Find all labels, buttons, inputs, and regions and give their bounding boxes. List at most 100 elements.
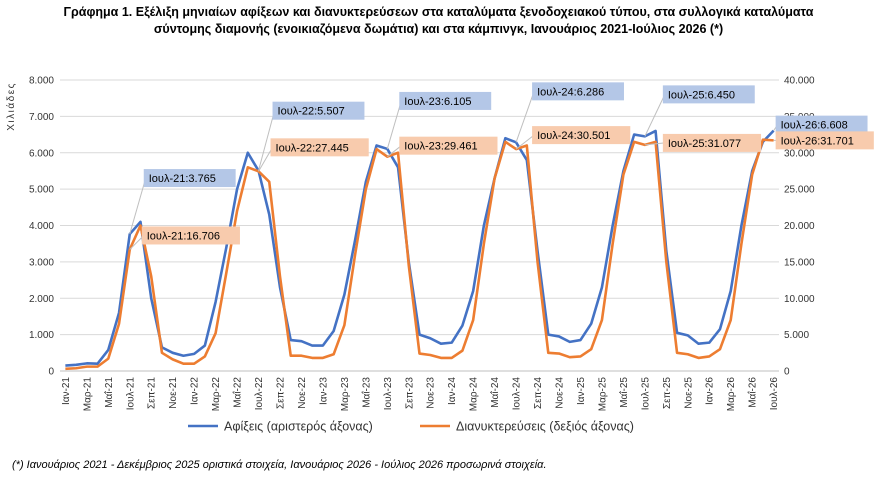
nights-data-label: Ιουλ-24:30.501 [537, 130, 610, 142]
x-tick-label: Νοε-21 [168, 377, 179, 409]
x-tick-label: Ιαν-22 [190, 377, 201, 405]
y-right-tick-label: 0 [784, 367, 790, 378]
legend: Αφίξεις (αριστερός άξονας) Διανυκτερεύσει… [188, 420, 634, 434]
x-tick-label: Μαΐ-23 [360, 377, 372, 408]
x-tick-label: Μαρ-21 [82, 377, 93, 412]
arrivals-data-label: Ιουλ-24:6.286 [537, 86, 604, 98]
arrivals-data-label: Ιουλ-21:3.765 [149, 173, 216, 185]
arrivals-data-label: Ιουλ-25:6.450 [668, 89, 735, 101]
x-tick-label: Ιαν-21 [61, 377, 72, 405]
nights-label-leader [129, 235, 145, 250]
axes: Χιλιάδες 0 1.000 2.000 3.000 4.000 5.000 6.000… [5, 76, 815, 412]
x-tick-label: Σεπ-24 [533, 377, 544, 409]
nights-data-label: Ιουλ-21:16.706 [147, 230, 220, 242]
arrivals-label-leader [644, 94, 666, 137]
arrivals-label-leader [258, 110, 276, 171]
y-left-tick-label: 0 [48, 367, 54, 378]
x-tick-label: Ιαν-24 [447, 377, 458, 405]
y-right-tick-label: 10.000 [784, 294, 815, 305]
arrivals-data-label: Ιουλ-22:5.507 [278, 106, 345, 118]
nights-data-label-box [532, 126, 631, 145]
arrivals-data-label: Ιουλ-26:6.608 [781, 120, 848, 132]
arrivals-data-label-box [775, 115, 868, 134]
nights-label-leader [386, 145, 402, 158]
x-tick-label: Μαρ-25 [597, 377, 608, 412]
nights-data-label-box [399, 136, 498, 155]
nights-data-label-box [775, 131, 874, 150]
nights-label-leader [258, 147, 273, 172]
y-right-tick-label: 5.000 [784, 330, 809, 341]
x-tick-label: Νοε-25 [683, 377, 694, 409]
x-tick-label: Ιουλ-25 [640, 377, 651, 411]
y-left-tick-label: 4.000 [29, 221, 54, 232]
y-right-tick-label: 25.000 [784, 185, 815, 196]
nights-data-label: Ιουλ-26:31.701 [781, 135, 854, 147]
x-tick-label: Σεπ-23 [404, 377, 415, 409]
y-left-tick-label: 2.000 [29, 294, 54, 305]
arrivals-data-label-box [662, 85, 755, 104]
x-tick-label: Μαΐ-22 [232, 377, 244, 408]
chart-title: Γράφημα 1. Εξέλιξη μηνιαίων αφίξεων και … [0, 4, 877, 38]
x-tick-label: Σεπ-21 [147, 377, 158, 409]
x-tick-label: Μαρ-24 [469, 377, 480, 412]
footnote: (*) Ιανουάριος 2021 - Δεκέμβριος 2025 ορ… [12, 459, 547, 471]
x-tick-label: Ιαν-23 [318, 377, 329, 405]
x-tick-label: Μαΐ-24 [489, 377, 501, 408]
nights-series-line [65, 138, 774, 371]
arrivals-data-label-box [399, 91, 492, 110]
y-right-tick-label: 15.000 [784, 257, 815, 268]
nights-data-label: Ιουλ-22:27.445 [276, 142, 349, 154]
x-tick-label: Ιουλ-24 [512, 377, 523, 411]
arrivals-label-leader [386, 100, 402, 150]
chart-title-line-1: Γράφημα 1. Εξέλιξη μηνιαίων αφίξεων και … [63, 5, 814, 19]
x-tick-label: Μαρ-26 [726, 377, 737, 412]
x-tick-label: Μαΐ-26 [747, 377, 759, 408]
x-tick-label: Ιουλ-23 [383, 377, 394, 411]
x-tick-label: Σεπ-22 [275, 377, 286, 409]
y-left-tick-label: 8.000 [29, 76, 54, 87]
y-left-tick-label: 1.000 [29, 330, 54, 341]
x-tick-label: Μαΐ-21 [103, 377, 115, 408]
x-tick-label: Ιουλ-22 [254, 377, 265, 411]
x-tick-label: Ιουλ-26 [769, 377, 780, 411]
y-left-tick-label: 6.000 [29, 148, 54, 159]
arrivals-data-label-box [532, 82, 624, 101]
legend-nights-label: Διανυκτερεύσεις (δεξιός άξονας) [456, 420, 634, 434]
nights-data-label-box [141, 226, 240, 245]
x-tick-label: Μαρ-22 [211, 377, 222, 412]
y-right-tick-label: 30.000 [784, 148, 815, 159]
y-left-tick-label: 7.000 [29, 112, 54, 123]
x-tick-label: Μαΐ-25 [618, 377, 630, 408]
x-tick-label: Νοε-23 [426, 377, 437, 409]
y-left-tick-label: 3.000 [29, 257, 54, 268]
nights-label-leader [515, 134, 535, 150]
x-tick-label: Μαρ-23 [340, 377, 351, 412]
x-tick-label: Ιαν-26 [705, 377, 716, 405]
y-left-tick-label: 5.000 [29, 185, 54, 196]
y-axis-unit-label: Χιλιάδες [5, 82, 17, 131]
nights-label-leader [644, 142, 665, 146]
x-tick-label: Ιαν-25 [576, 377, 587, 405]
arrivals-data-label-box [143, 169, 236, 188]
y-right-tick-label: 20.000 [784, 221, 815, 232]
nights-data-label-box [270, 138, 369, 157]
y-right-tick-label: 40.000 [784, 76, 815, 87]
x-tick-label: Νοε-22 [297, 377, 308, 409]
x-tick-label: Σεπ-25 [662, 377, 673, 409]
arrivals-label-leader [515, 91, 535, 143]
series-lines [65, 129, 775, 371]
arrivals-label-leader [129, 177, 147, 235]
chart-title-line-2: σύντομης διαμονής (ενοικιαζόμενα δωμάτια… [153, 22, 724, 36]
arrivals-data-label: Ιουλ-23:6.105 [404, 96, 471, 108]
nights-data-label: Ιουλ-23:29.461 [404, 141, 477, 153]
legend-arrivals-label: Αφίξεις (αριστερός άξονας) [224, 420, 373, 434]
data-labels: Ιουλ-21:3.765 Ιουλ-21:16.706 Ιουλ-22:5.507… [129, 82, 874, 250]
arrivals-data-label-box [272, 101, 365, 120]
arrivals-series-line [65, 129, 775, 367]
x-tick-label: Ιουλ-21 [125, 377, 136, 411]
nights-data-label-box [662, 133, 762, 152]
grid-lines [60, 79, 779, 336]
x-tick-label: Νοε-24 [555, 377, 566, 409]
nights-data-label: Ιουλ-25:31.077 [668, 138, 741, 150]
